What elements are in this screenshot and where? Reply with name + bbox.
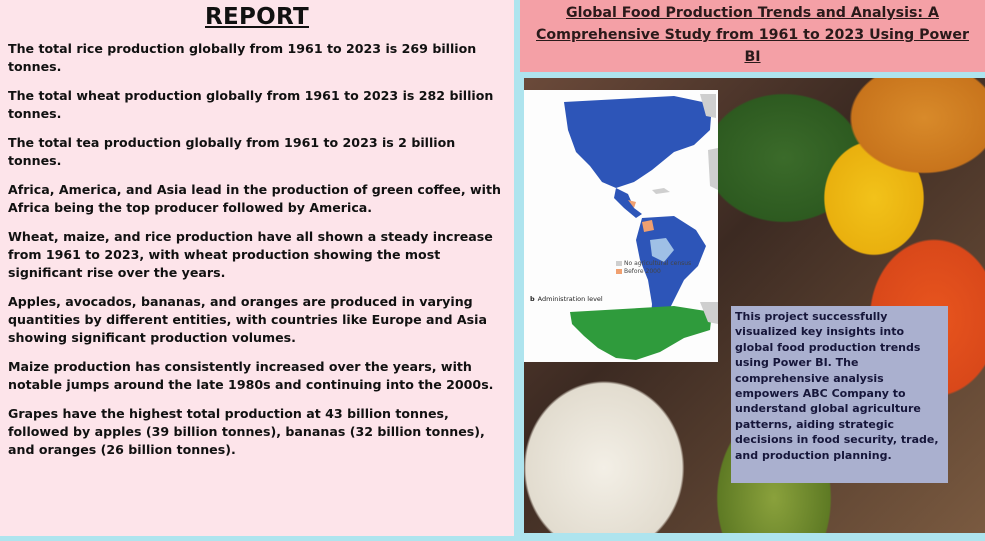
legend-item: Before 2000 <box>616 268 691 276</box>
banner-title-line-2: Comprehensive Study from 1961 to 2023 Us… <box>536 27 969 65</box>
summary-text: This project successfully visualized key… <box>735 310 939 462</box>
administration-level-map <box>570 302 718 360</box>
legend-item: No agricultural census <box>616 260 691 268</box>
legend-swatch <box>616 261 622 266</box>
panel-b-title: Administration level <box>537 295 603 303</box>
report-paragraph: Africa, America, and Asia lead in the pr… <box>8 182 501 215</box>
legend-swatch <box>616 269 622 274</box>
world-map-inset: No agricultural census Before 2000 b Admi… <box>524 90 718 362</box>
report-paragraph: The total tea production globally from 1… <box>8 135 456 168</box>
legend-label: No agricultural census <box>624 260 692 267</box>
report-paragraph: The total wheat production globally from… <box>8 88 494 121</box>
legend-label: Before 2000 <box>624 268 661 275</box>
report-paragraph: Maize production has consistently increa… <box>8 359 494 392</box>
summary-box: This project successfully visualized key… <box>731 306 948 483</box>
panel-b-letter: b <box>530 295 535 303</box>
report-panel: REPORT The total rice production globall… <box>0 0 514 536</box>
report-paragraph: Apples, avocados, bananas, and oranges a… <box>8 294 487 345</box>
report-paragraph: Wheat, maize, and rice production have a… <box>8 229 493 280</box>
food-background-image: No agricultural census Before 2000 b Admi… <box>524 78 985 533</box>
title-banner: Global Food Production Trends and Analys… <box>520 0 985 72</box>
report-paragraph: The total rice production globally from … <box>8 41 477 74</box>
map-legend: No agricultural census Before 2000 <box>616 260 691 276</box>
panel-b-label: b Administration level <box>530 295 603 303</box>
report-paragraph: Grapes have the highest total production… <box>8 406 485 457</box>
report-title: REPORT <box>205 4 309 30</box>
banner-title-line-1: Global Food Production Trends and Analys… <box>566 5 939 21</box>
